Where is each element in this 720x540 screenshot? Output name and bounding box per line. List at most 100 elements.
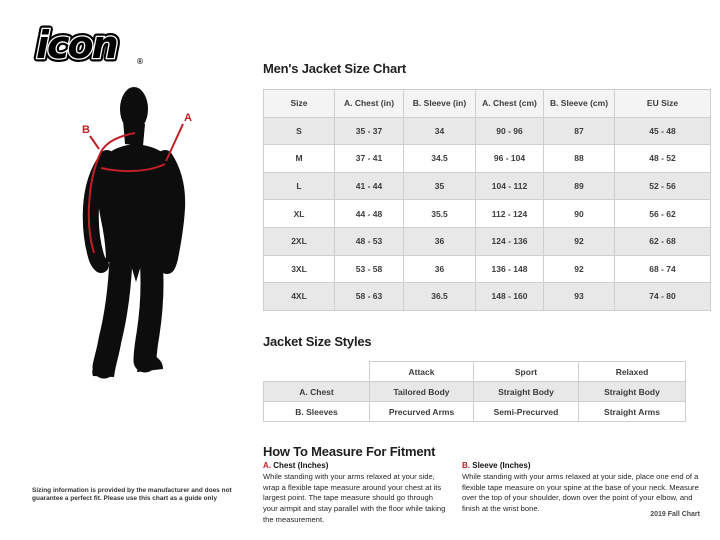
registered-trademark-symbol: ® — [136, 57, 144, 66]
column-header: A. Chest (cm) — [475, 89, 544, 118]
table-cell: 112 - 124 — [475, 199, 544, 228]
column-header: A. Chest (in) — [334, 89, 404, 118]
table-cell: 89 — [543, 171, 615, 201]
table-cell: 45 - 48 — [614, 116, 711, 146]
table-cell: 48 - 53 — [334, 226, 404, 256]
table-cell: 87 — [543, 116, 615, 146]
table-cell: 88 — [543, 144, 615, 173]
table-cell: 56 - 62 — [614, 199, 711, 228]
table-row: 2XL 48 - 53 36 124 - 136 92 62 - 68 — [263, 226, 711, 256]
mens-jacket-size-table: Size A. Chest (in) B. Sleeve (in) A. Chest … — [263, 89, 711, 311]
table-cell: 68 - 74 — [614, 254, 711, 284]
column-header: B. Sleeve (in) — [403, 89, 476, 118]
sleeve-measure-heading: B. Sleeve (Inches) — [462, 461, 710, 470]
table-cell: 74 - 80 — [614, 282, 711, 311]
table-cell: 104 - 112 — [475, 171, 544, 201]
table-cell: 52 - 56 — [614, 171, 711, 201]
marker-a: A. — [263, 461, 271, 470]
table-cell: Precurved Arms — [369, 401, 474, 422]
measurement-lines — [87, 123, 184, 254]
table-cell: L — [263, 171, 335, 201]
table-cell: Tailored Body — [369, 381, 474, 402]
logo-text: icon — [36, 23, 117, 67]
table-cell: 136 - 148 — [475, 254, 544, 284]
jacket-size-styles-table: Attack Sport Relaxed A. Chest Tailored Body… — [263, 361, 686, 422]
chest-measure-body: While standing with your arms relaxed at… — [263, 472, 446, 524]
table-cell: Straight Body — [473, 381, 579, 402]
styles-table-body: A. Chest Tailored Body Straight Body Straig… — [263, 381, 686, 422]
table-cell: 92 — [543, 254, 615, 284]
table-cell: 35 — [403, 171, 476, 201]
table-cell: 124 - 136 — [475, 226, 544, 256]
content-column: Men's Jacket Size Chart Size A. Chest (in… — [263, 0, 711, 540]
styles-chart-title: Jacket Size Styles — [263, 334, 372, 349]
table-row: 3XL 53 - 58 36 136 - 148 92 68 - 74 — [263, 254, 711, 284]
table-row: S 35 - 37 34 90 - 96 87 45 - 48 — [263, 116, 711, 146]
measure-instructions: A. Chest (Inches) While standing with yo… — [263, 461, 710, 524]
body-silhouette-graphic: A B — [82, 87, 192, 379]
styles-table-header: Attack Sport Relaxed — [263, 361, 686, 382]
column-header: Relaxed — [578, 361, 686, 382]
table-cell: 34 — [403, 116, 476, 146]
table-cell: 34.5 — [403, 144, 476, 173]
size-table-header: Size A. Chest (in) B. Sleeve (in) A. Chest … — [263, 89, 711, 118]
table-cell: 36 — [403, 254, 476, 284]
column-header: Sport — [473, 361, 579, 382]
table-cell: 35 - 37 — [334, 116, 404, 146]
table-cell: 58 - 63 — [334, 282, 404, 311]
table-row: A. Chest Tailored Body Straight Body Straig… — [263, 381, 686, 402]
table-row: 4XL 58 - 63 36.5 148 - 160 93 74 - 80 — [263, 282, 711, 311]
sleeve-measure-body: While standing with your arms relaxed at… — [462, 472, 699, 513]
table-cell: M — [263, 144, 335, 173]
column-header: Attack — [369, 361, 474, 382]
column-header: B. Sleeve (cm) — [543, 89, 615, 118]
logo-text-outline: icon — [36, 23, 117, 67]
icon-logo: icon icon ® — [26, 20, 164, 73]
table-cell: Straight Body — [578, 381, 686, 402]
chest-measure-instructions: A. Chest (Inches) While standing with yo… — [263, 461, 447, 525]
table-cell: 36.5 — [403, 282, 476, 311]
measurement-figure: A B — [55, 80, 255, 415]
table-cell: B. Sleeves — [263, 401, 370, 422]
chest-measure-heading: A. Chest (Inches) — [263, 461, 447, 470]
sleeve-label-b: B — [82, 124, 90, 136]
header-row: Size A. Chest (in) B. Sleeve (in) A. Chest … — [263, 89, 711, 118]
table-row: B. Sleeves Precurved Arms Semi-Precurved St… — [263, 401, 686, 422]
table-cell: 35.5 — [403, 199, 476, 228]
table-cell: 93 — [543, 282, 615, 311]
table-cell: 2XL — [263, 226, 335, 256]
chest-measure-line — [100, 163, 166, 173]
table-cell: Semi-Precurved — [473, 401, 579, 422]
chest-heading-text: Chest (Inches) — [273, 461, 329, 470]
table-cell: XL — [263, 199, 335, 228]
chest-label-a: A — [184, 112, 192, 124]
table-cell: 36 — [403, 226, 476, 256]
table-cell: 3XL — [263, 254, 335, 284]
size-chart-title: Men's Jacket Size Chart — [263, 61, 406, 76]
table-cell: 37 - 41 — [334, 144, 404, 173]
column-header — [263, 361, 370, 382]
silhouette-limbs — [82, 150, 186, 379]
size-table-body: S 35 - 37 34 90 - 96 87 45 - 48 M 37 - 41 34.5 96… — [263, 116, 711, 311]
header-row: Attack Sport Relaxed — [263, 361, 686, 382]
sleeve-heading-text: Sleeve (Inches) — [472, 461, 531, 470]
table-cell: 53 - 58 — [334, 254, 404, 284]
table-row: L 41 - 44 35 104 - 112 89 52 - 56 — [263, 171, 711, 201]
table-cell: 90 — [543, 199, 615, 228]
table-cell: Straight Arms — [578, 401, 686, 422]
chart-version-label: 2019 Fall Chart — [650, 511, 700, 518]
table-cell: 44 - 48 — [334, 199, 404, 228]
table-cell: 92 — [543, 226, 615, 256]
label-b-pointer-line — [89, 135, 100, 150]
table-cell: 148 - 160 — [475, 282, 544, 311]
table-cell: 90 - 96 — [475, 116, 544, 146]
table-cell: 62 - 68 — [614, 226, 711, 256]
table-row: M 37 - 41 34.5 96 - 104 88 48 - 52 — [263, 144, 711, 173]
table-cell: 48 - 52 — [614, 144, 711, 173]
measure-section-title: How To Measure For Fitment — [263, 444, 436, 459]
sleeve-measure-instructions: B. Sleeve (Inches) While standing with y… — [462, 461, 710, 515]
label-a-pointer-line — [165, 123, 184, 162]
table-cell: 41 - 44 — [334, 171, 404, 201]
table-cell: 96 - 104 — [475, 144, 544, 173]
